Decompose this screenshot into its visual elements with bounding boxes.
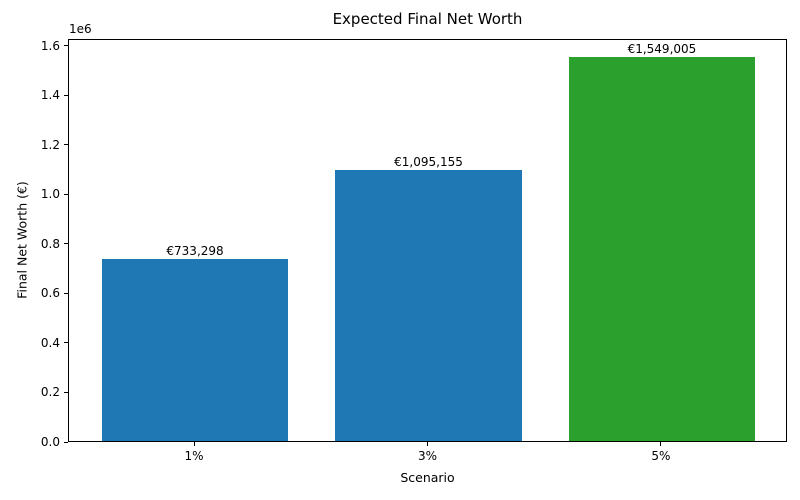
x-tick-mark bbox=[427, 442, 428, 446]
x-tick-label: 5% bbox=[651, 449, 671, 463]
bar-value-label: €1,095,155 bbox=[394, 154, 463, 169]
y-tick-label: 0.6 bbox=[40, 286, 60, 301]
y-tick-mark bbox=[64, 391, 68, 393]
y-tick-mark bbox=[64, 342, 68, 344]
y-tick-mark bbox=[64, 94, 68, 96]
y-tick-label: 1.2 bbox=[40, 137, 60, 152]
x-tick-mark bbox=[660, 442, 662, 446]
bar-value-label: €1,549,005 bbox=[627, 42, 697, 57]
x-tick-label: 1% bbox=[184, 449, 204, 463]
bar-5pct bbox=[568, 57, 756, 441]
y-tick-mark bbox=[64, 193, 68, 195]
y-tick-label: 0.0 bbox=[40, 435, 60, 449]
x-tick-label: 3% bbox=[417, 449, 438, 463]
bar-1pct bbox=[101, 259, 289, 441]
x-tick-mark bbox=[193, 442, 195, 446]
y-tick-label: 0.4 bbox=[40, 335, 60, 350]
y-tick-label: 1.6 bbox=[40, 38, 60, 53]
y-tick-label: 0.8 bbox=[40, 236, 60, 251]
bar-value-label: €733,298 bbox=[166, 244, 224, 259]
plot-area: €733,298 €1,095,155 €1,549,005 bbox=[68, 39, 787, 442]
y-tick-label: 1.4 bbox=[40, 88, 60, 103]
y-tick-label: 1.0 bbox=[40, 187, 60, 202]
x-axis-label: Scenario bbox=[400, 470, 455, 485]
chart-title: Expected Final Net Worth bbox=[332, 10, 523, 28]
y-tick-label: 0.2 bbox=[40, 385, 60, 400]
y-tick-mark bbox=[64, 292, 68, 294]
bar-3pct bbox=[335, 169, 522, 441]
y-tick-mark bbox=[64, 441, 68, 443]
y-tick-mark bbox=[64, 144, 68, 146]
y-tick-mark bbox=[64, 243, 68, 245]
y-tick-mark bbox=[64, 45, 68, 47]
y-axis-offset-label: 1e6 bbox=[69, 22, 92, 36]
